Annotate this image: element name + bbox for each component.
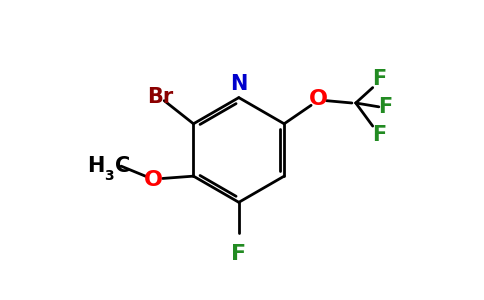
Text: F: F — [372, 124, 386, 145]
Text: O: O — [309, 89, 328, 109]
Text: 3: 3 — [104, 169, 114, 183]
Text: F: F — [372, 69, 386, 89]
Text: N: N — [230, 74, 247, 94]
Text: F: F — [231, 244, 246, 264]
Text: H: H — [87, 156, 104, 176]
Text: O: O — [144, 170, 163, 190]
Text: Br: Br — [147, 87, 173, 107]
Text: C: C — [115, 156, 130, 176]
Text: F: F — [378, 97, 392, 117]
